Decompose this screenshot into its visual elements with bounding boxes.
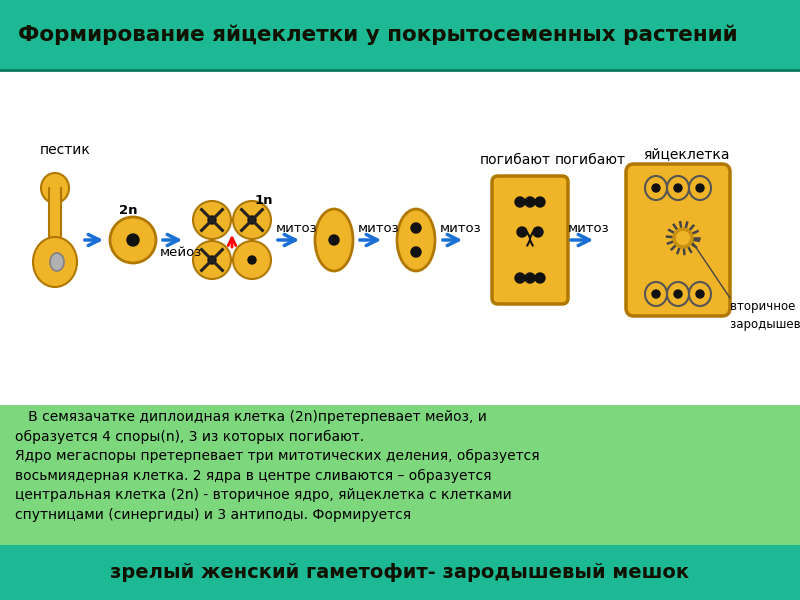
Circle shape: [208, 216, 216, 224]
Ellipse shape: [667, 282, 689, 306]
Circle shape: [515, 197, 525, 207]
Ellipse shape: [689, 282, 711, 306]
Circle shape: [329, 235, 339, 245]
Text: погибают: погибают: [554, 153, 626, 167]
Ellipse shape: [233, 241, 271, 279]
Circle shape: [248, 216, 256, 224]
Circle shape: [525, 197, 535, 207]
Circle shape: [208, 256, 216, 264]
Circle shape: [515, 273, 525, 283]
Ellipse shape: [689, 176, 711, 200]
FancyBboxPatch shape: [0, 70, 800, 405]
Ellipse shape: [193, 201, 231, 239]
Circle shape: [677, 232, 690, 245]
Ellipse shape: [645, 282, 667, 306]
Text: Формирование яйцеклетки у покрытосеменных растений: Формирование яйцеклетки у покрытосеменны…: [18, 25, 738, 45]
Text: зрелый женский гаметофит- зародышевый мешок: зрелый женский гаметофит- зародышевый ме…: [110, 563, 690, 583]
Text: митоз: митоз: [358, 221, 400, 235]
Circle shape: [517, 227, 527, 237]
Circle shape: [652, 290, 660, 298]
FancyBboxPatch shape: [0, 0, 800, 70]
Circle shape: [674, 290, 682, 298]
Text: вторичное ядро
зародышевого мешка: вторичное ядро зародышевого мешка: [730, 300, 800, 331]
Text: мейоз: мейоз: [160, 245, 202, 259]
Ellipse shape: [233, 201, 271, 239]
Circle shape: [248, 256, 256, 264]
Ellipse shape: [33, 237, 77, 287]
Ellipse shape: [645, 176, 667, 200]
FancyBboxPatch shape: [626, 164, 730, 316]
FancyBboxPatch shape: [49, 186, 61, 238]
Ellipse shape: [41, 173, 69, 203]
Ellipse shape: [667, 176, 689, 200]
Text: 1n: 1n: [255, 194, 274, 208]
Ellipse shape: [193, 241, 231, 279]
Ellipse shape: [110, 217, 156, 263]
Ellipse shape: [315, 209, 353, 271]
Circle shape: [696, 184, 704, 192]
Circle shape: [127, 234, 139, 246]
Text: 2n: 2n: [118, 203, 138, 217]
Text: митоз: митоз: [568, 221, 610, 235]
Circle shape: [674, 184, 682, 192]
Text: погибают: погибают: [479, 153, 550, 167]
Circle shape: [525, 273, 535, 283]
Circle shape: [411, 247, 421, 257]
Text: митоз: митоз: [440, 221, 482, 235]
FancyBboxPatch shape: [492, 176, 568, 304]
Circle shape: [673, 228, 693, 248]
Ellipse shape: [397, 209, 435, 271]
Circle shape: [652, 184, 660, 192]
FancyBboxPatch shape: [0, 545, 800, 600]
Circle shape: [535, 197, 545, 207]
Text: пестик: пестик: [40, 143, 91, 157]
Ellipse shape: [50, 253, 64, 271]
Text: митоз: митоз: [276, 221, 318, 235]
Circle shape: [535, 273, 545, 283]
Text: яйцеклетка: яйцеклетка: [642, 147, 730, 161]
Text: В семязачатке диплоидная клетка (2n)претерпевает мейоз, и
образуется 4 споры(n),: В семязачатке диплоидная клетка (2n)прет…: [15, 410, 540, 522]
Circle shape: [696, 290, 704, 298]
Circle shape: [411, 223, 421, 233]
Circle shape: [533, 227, 543, 237]
FancyBboxPatch shape: [0, 405, 800, 545]
